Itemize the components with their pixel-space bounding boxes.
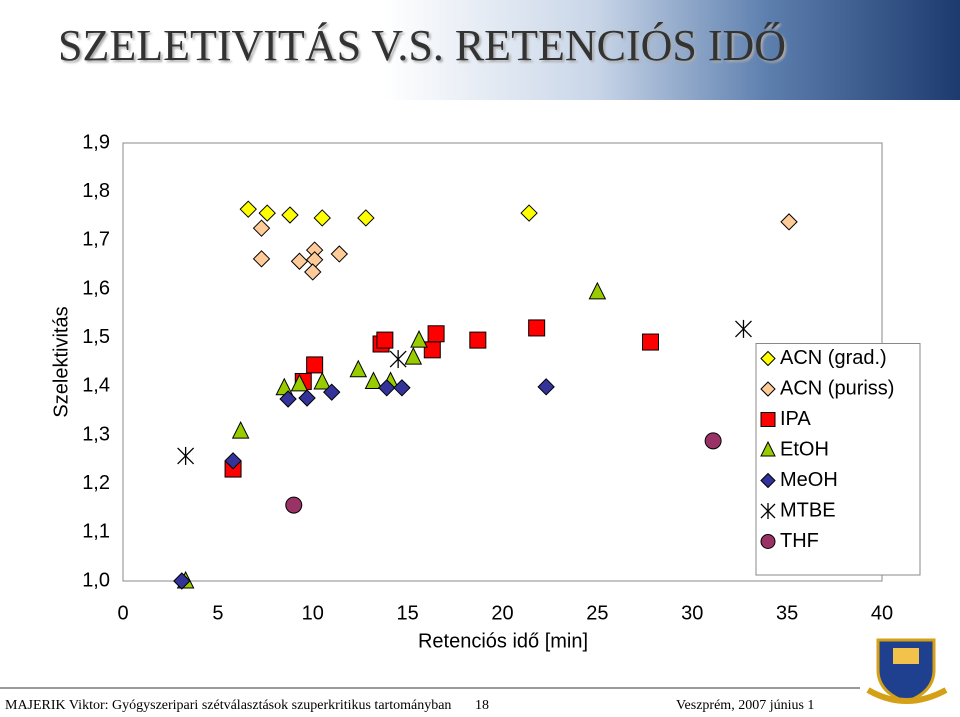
marker [306,356,324,374]
y-tick-label: 1,6 [82,277,110,299]
marker [285,496,303,514]
y-tick-label: 1,4 [82,375,110,397]
marker [239,200,257,218]
marker [323,383,341,401]
legend-box [755,343,921,576]
marker [313,371,332,390]
legend-label: IPA [780,408,811,430]
y-tick-label: 1,0 [82,569,110,591]
marker [378,379,396,397]
marker [528,319,546,337]
marker [760,503,776,519]
banner [0,0,960,100]
marker [404,347,423,365]
legend-label: ACN (puriss) [780,377,894,399]
marker [735,319,752,338]
y-axis-label: Szelektivitás [50,306,72,417]
x-axis-label: Retenciós idő [min] [418,630,588,652]
marker [423,341,441,359]
marker [258,204,276,222]
marker [520,204,538,222]
marker [760,381,776,397]
x-tick-label: 30 [681,602,703,624]
marker [173,572,191,590]
marker [389,350,407,369]
marker [760,350,776,367]
marker [252,219,271,237]
marker [537,378,555,396]
marker [364,371,383,389]
marker [357,209,375,227]
footer-date: Veszprém, 2007 június 1 [676,698,815,713]
marker [304,263,322,281]
footer-author: MAJERIK Viktor: Gyógyszeripari szétválas… [5,698,452,713]
marker [780,213,798,231]
marker [393,379,411,397]
marker [760,440,776,457]
page-number: 18 [475,698,489,713]
x-tick-label: 20 [491,602,513,624]
y-tick-label: 1,9 [82,131,110,153]
marker [410,329,428,348]
marker [313,209,331,227]
marker [330,245,349,263]
y-tick-label: 1,5 [82,326,110,348]
legend-label: THF [780,530,819,552]
y-tick-label: 1,2 [82,472,110,494]
x-tick-label: 15 [397,602,419,624]
marker [298,389,316,407]
y-tick-label: 1,1 [82,521,110,543]
marker [290,373,309,392]
marker [427,325,445,343]
legend-label: MTBE [780,499,836,521]
legend-label: EtOH [780,438,829,460]
marker [376,331,394,349]
x-tick-label: 40 [871,602,893,624]
x-tick-label: 10 [302,602,324,624]
marker [760,534,776,549]
x-tick-label: 25 [586,602,608,624]
y-tick-label: 1,7 [82,229,110,251]
marker [252,250,271,268]
logo [866,638,948,704]
slide-title: SZELETIVITÁS V.S. RETENCIÓS IDŐ [58,21,787,70]
marker [281,206,299,224]
marker [642,333,660,351]
marker [588,281,607,300]
y-tick-label: 1,3 [82,423,110,445]
x-tick-label: 0 [117,602,128,624]
marker [177,446,195,465]
marker [231,420,250,439]
marker [469,331,487,349]
marker [760,412,776,427]
legend-label: ACN (grad.) [780,347,887,369]
y-tick-label: 1,8 [82,180,110,202]
marker [279,390,297,408]
x-tick-label: 5 [212,602,223,624]
marker [290,252,309,270]
marker [704,432,722,450]
x-tick-label: 35 [776,602,798,624]
marker [224,452,242,470]
marker [760,472,776,489]
marker [349,359,368,378]
legend-label: MeOH [780,469,838,491]
